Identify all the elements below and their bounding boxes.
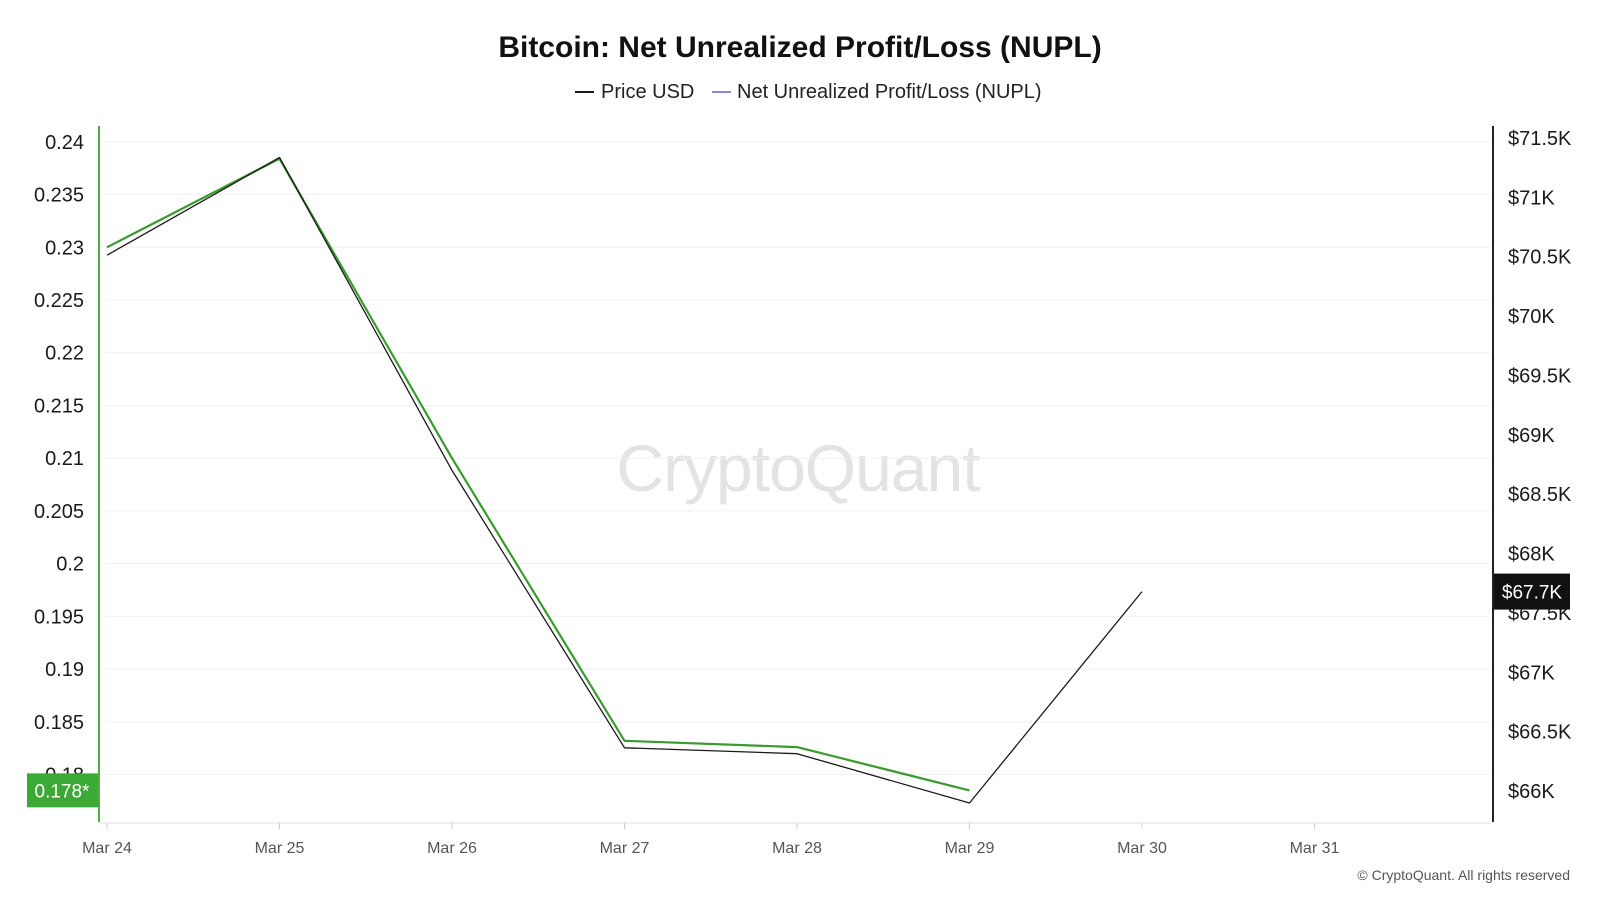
x-tick-label: Mar 30 [1117,840,1167,857]
legend-item-1[interactable]: Net Unrealized Profit/Loss (NUPL) [712,81,1042,103]
left-tick-label: 0.22 [45,343,84,365]
right-tick-label: $71.5K [1508,128,1572,150]
left-tick-label: 0.215 [34,395,84,417]
right-axis-ticks: $66K$66.5K$67K$67.5K$68K$68.5K$69K$69.5K… [1508,128,1572,803]
right-tick-label: $71K [1508,187,1555,209]
left-tick-label: 0.195 [34,606,84,628]
series-lines[interactable] [106,156,1143,804]
current-value-badges: 0.178* $67.7K [27,573,1570,808]
left-tick-label: 0.19 [45,659,84,681]
legend-label: Price USD [601,81,694,103]
x-tick-label: Mar 26 [427,840,477,857]
x-tick-label: Mar 31 [1290,840,1340,857]
left-tick-label: 0.2 [56,554,84,576]
x-tick-label: Mar 29 [945,840,995,857]
axes [98,126,1494,824]
left-tick-label: 0.235 [34,185,84,207]
nupl-current-value: 0.178* [35,781,91,802]
copyright-notice: © CryptoQuant. All rights reserved [1357,867,1570,883]
x-axis-ticks: Mar 24 Mar 25 Mar 26 Mar 27 Mar 28 Mar 29 Mar … [82,823,1340,857]
left-tick-label: 0.225 [34,290,84,312]
legend-label: Net Unrealized Profit/Loss (NUPL) [737,81,1042,103]
right-tick-label: $66K [1508,781,1555,803]
left-tick-label: 0.23 [45,237,84,259]
series-line-price-usd[interactable] [106,156,1143,804]
nupl-current-badge [27,773,98,808]
left-tick-label: 0.185 [34,712,84,734]
left-tick-label: 0.205 [34,501,84,523]
x-tick-label: Mar 25 [255,840,305,857]
x-tick-label: Mar 24 [82,840,132,857]
chart-title: Bitcoin: Net Unrealized Profit/Loss (NUP… [498,31,1101,64]
legend-item-0[interactable]: Price USD [575,81,694,103]
right-tick-label: $69K [1508,425,1555,447]
gridlines [105,141,1490,776]
x-tick-label: Mar 27 [600,840,650,857]
right-tick-label: $69.5K [1508,365,1572,387]
left-tick-label: 0.21 [45,448,84,470]
right-tick-label: $70.5K [1508,247,1572,269]
x-tick-label: Mar 28 [772,840,822,857]
right-tick-label: $68K [1508,544,1555,566]
left-axis-ticks: 0.180.1850.190.1950.20.2050.210.2150.220… [34,132,84,787]
right-tick-label: $70K [1508,306,1555,328]
watermark: CryptoQuant [616,431,980,505]
right-tick-label: $68.5K [1508,484,1572,506]
right-tick-label: $67K [1508,662,1555,684]
price-current-value: $67.7K [1502,583,1563,604]
price-current-badge [1494,573,1570,610]
right-tick-label: $66.5K [1508,722,1572,744]
left-tick-label: 0.24 [45,132,84,154]
legend[interactable]: Price USD Net Unrealized Profit/Loss (NUP… [575,81,1042,103]
